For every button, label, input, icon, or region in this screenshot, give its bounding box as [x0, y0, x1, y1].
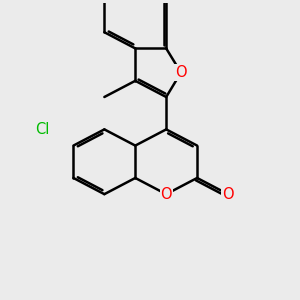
- Text: O: O: [175, 65, 187, 80]
- Text: O: O: [160, 187, 172, 202]
- Text: Cl: Cl: [35, 122, 50, 137]
- Text: O: O: [222, 187, 234, 202]
